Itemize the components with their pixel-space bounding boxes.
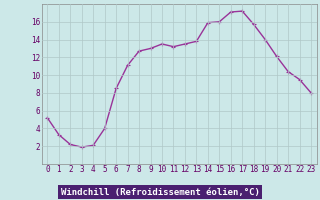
Text: Windchill (Refroidissement éolien,°C): Windchill (Refroidissement éolien,°C) — [60, 188, 260, 196]
